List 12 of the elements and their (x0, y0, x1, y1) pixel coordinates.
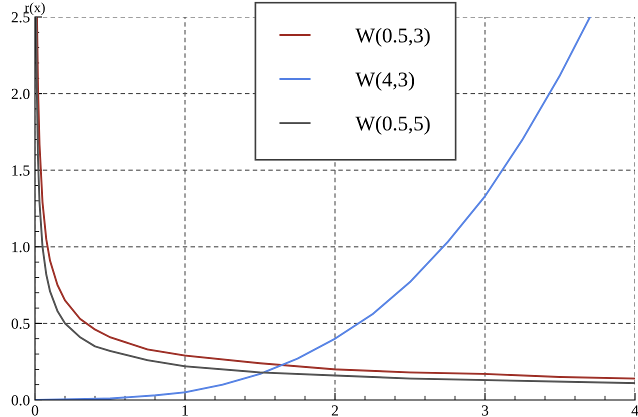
legend-label: W(4,3) (355, 72, 414, 91)
x-tick-label: 2 (332, 405, 338, 416)
x-tick-label: 1 (182, 405, 188, 416)
y-tick-label: 1.0 (12, 242, 30, 252)
x-tick-label: 0 (32, 405, 38, 416)
y-tick-label: 0.5 (12, 318, 30, 329)
legend-label: W(0.5,5) (355, 116, 430, 135)
y-tick-label: 2.0 (12, 88, 30, 100)
y-tick-label: 0.0 (12, 395, 30, 406)
x-tick-label: 3 (482, 405, 488, 416)
legend-label: W(0.5,3) (355, 28, 430, 47)
y-tick-label: 1.5 (12, 165, 30, 176)
